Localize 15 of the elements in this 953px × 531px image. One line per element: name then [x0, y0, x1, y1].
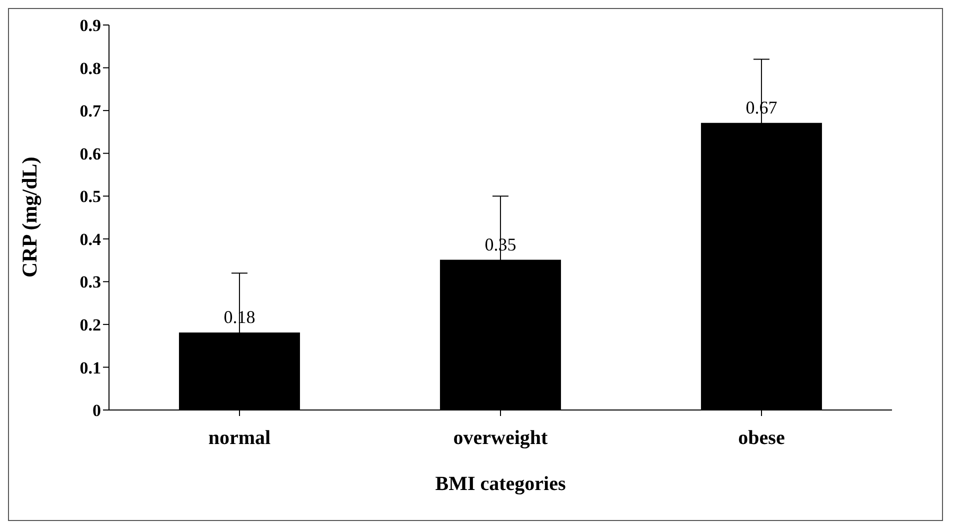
y-tick-label: 0.2 — [80, 315, 101, 334]
x-tick-label: normal — [208, 427, 272, 450]
y-tick-label: 0.9 — [80, 16, 101, 36]
y-tick-label: 0.3 — [80, 272, 101, 292]
x-axis-title: BMI categories — [435, 473, 566, 495]
y-tick-label: 0.1 — [80, 358, 101, 378]
y-tick-label: 0.5 — [80, 187, 101, 206]
y-tick-label: 0.8 — [80, 58, 101, 78]
y-tick-label: 0.6 — [80, 144, 101, 164]
x-tick-label: obese — [738, 427, 785, 450]
y-tick-label: 0.4 — [80, 230, 102, 249]
y-tick-label: 0 — [92, 401, 101, 420]
y-axis-title: CRP (mg/dL) — [17, 156, 42, 278]
y-tick-label: 0.7 — [80, 102, 102, 121]
x-tick-label: overweight — [453, 427, 548, 450]
